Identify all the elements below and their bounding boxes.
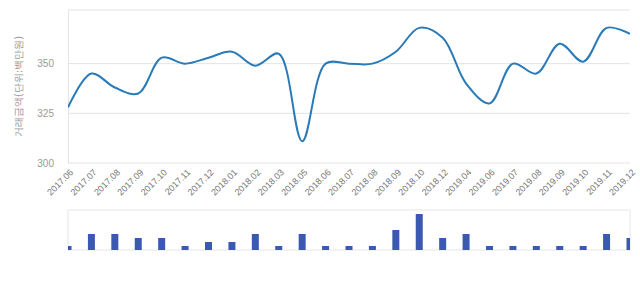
y-axis-line <box>68 11 69 164</box>
volume-bar <box>439 238 446 250</box>
grid-line <box>68 163 630 164</box>
volume-bar <box>158 238 165 250</box>
volume-bar <box>463 234 470 250</box>
volume-bar <box>111 234 118 250</box>
volume-bar <box>486 246 493 250</box>
y-tick-label: 325 <box>37 108 54 119</box>
bar-frame <box>68 210 630 250</box>
y-axis: 300 325 350 <box>37 11 68 169</box>
volume-bar <box>509 246 516 250</box>
volume-bar <box>135 238 142 250</box>
frame-top <box>68 10 630 11</box>
grid-line <box>68 113 630 114</box>
y-axis-title: 거래금액(단위:백만원) <box>13 36 24 137</box>
volume-bar <box>228 242 235 250</box>
volume-bar <box>252 234 259 250</box>
volume-bar <box>580 246 587 250</box>
x-tick-label: 2019.12 <box>607 167 637 197</box>
volume-bar <box>275 246 282 250</box>
volume-bar <box>205 242 212 250</box>
volume-bar <box>369 246 376 250</box>
bar-area <box>68 214 630 250</box>
volume-bar <box>182 246 189 250</box>
plot-area <box>68 27 630 141</box>
volume-bar <box>88 234 95 250</box>
volume-bar <box>627 238 631 250</box>
y-tick-label: 300 <box>37 158 54 169</box>
volume-bar <box>533 246 540 250</box>
price-line <box>68 27 630 141</box>
volume-bar <box>556 246 563 250</box>
volume-bar <box>392 230 399 250</box>
volume-bar <box>603 234 610 250</box>
y-tick: 300 <box>37 158 68 169</box>
volume-bar <box>416 214 423 250</box>
chart: 300 325 350 거래금액(단위:백만원) 2017.062017.072017.… <box>0 0 640 294</box>
volume-bar <box>299 234 306 250</box>
volume-bar <box>68 246 72 250</box>
volume-bar <box>346 246 353 250</box>
y-tick-label: 350 <box>37 58 54 69</box>
x-axis: 2017.062017.072017.082017.092017.102017.… <box>45 165 637 197</box>
volume-bar <box>322 246 329 250</box>
y-tick: 325 <box>37 108 68 119</box>
grid <box>68 64 630 163</box>
y-tick: 350 <box>37 58 68 69</box>
x-tick: 2019.12 <box>607 165 637 197</box>
